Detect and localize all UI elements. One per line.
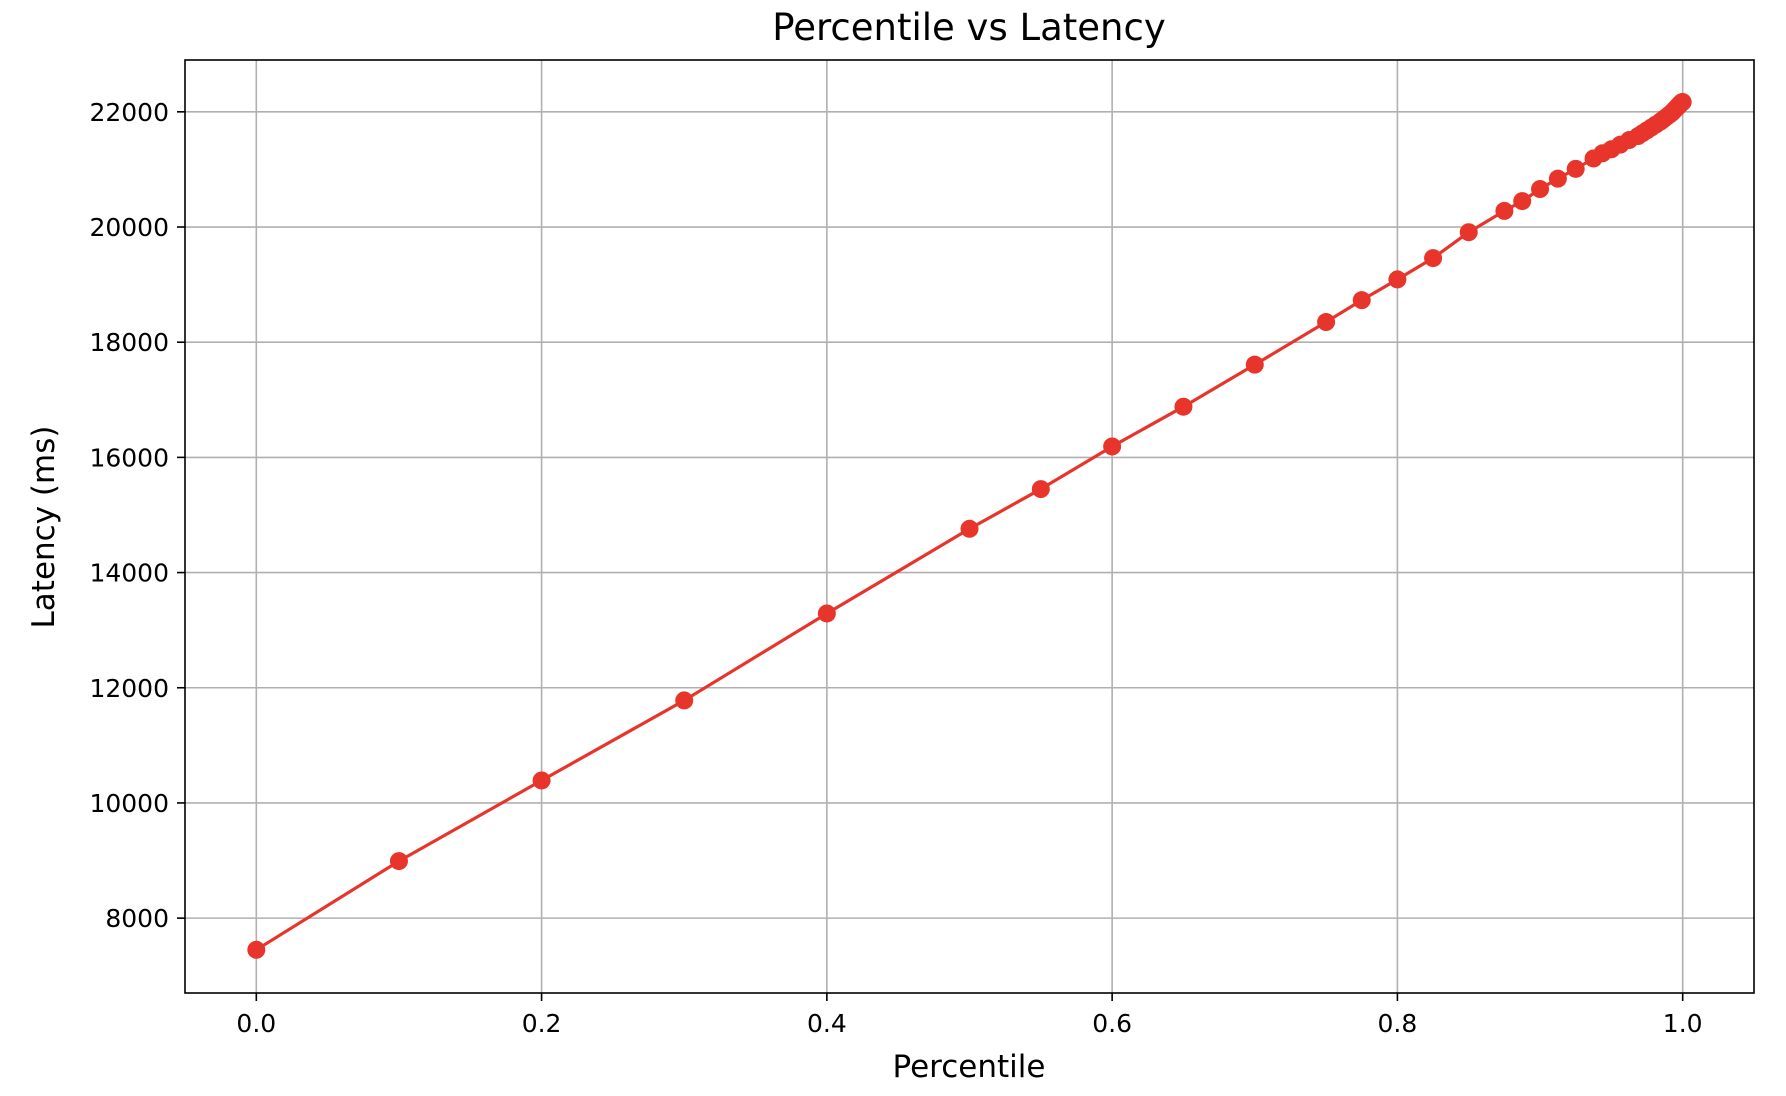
- x-tick-label: 0.0: [236, 1009, 276, 1038]
- y-axis-label: Latency (ms): [26, 426, 62, 629]
- data-point: [1566, 159, 1585, 178]
- data-point: [1459, 223, 1478, 242]
- y-tick-label: 14000: [89, 559, 169, 588]
- x-axis: 0.0 0.2 0.4 0.6 0.8 1.0: [236, 993, 1703, 1038]
- y-axis: 8000 10000 12000 14000 16000 18000 20000 22000: [89, 98, 185, 933]
- x-tick-label: 0.6: [1092, 1009, 1132, 1038]
- data-point: [1031, 480, 1050, 499]
- data-point: [1317, 313, 1336, 332]
- data-point: [1673, 93, 1692, 112]
- data-point: [1424, 249, 1443, 268]
- data-point: [1352, 291, 1371, 310]
- data-point: [1531, 180, 1550, 199]
- y-tick-label: 8000: [105, 904, 169, 933]
- data-point: [960, 519, 979, 538]
- data-point: [675, 691, 694, 710]
- y-tick-label: 12000: [89, 674, 169, 703]
- y-tick-label: 10000: [89, 789, 169, 818]
- grid-lines: [185, 60, 1754, 993]
- data-point: [1245, 355, 1264, 374]
- x-tick-label: 1.0: [1663, 1009, 1703, 1038]
- data-point: [532, 771, 551, 790]
- data-point: [1495, 201, 1514, 220]
- data-point: [1548, 169, 1567, 188]
- y-tick-label: 22000: [89, 98, 169, 127]
- data-point: [1388, 270, 1407, 289]
- y-tick-label: 18000: [89, 328, 169, 357]
- data-point: [1513, 192, 1532, 211]
- x-axis-label: Percentile: [893, 1049, 1046, 1085]
- x-tick-label: 0.8: [1378, 1009, 1418, 1038]
- x-tick-label: 0.4: [807, 1009, 847, 1038]
- x-tick-label: 0.2: [522, 1009, 562, 1038]
- data-point: [247, 940, 266, 959]
- data-point: [1174, 397, 1193, 416]
- data-point: [389, 852, 408, 871]
- data-point: [1103, 437, 1122, 456]
- y-tick-label: 16000: [89, 443, 169, 472]
- series-layer: [247, 93, 1692, 959]
- data-point: [817, 604, 836, 623]
- plot-frame: [184, 59, 1755, 994]
- y-tick-label: 20000: [89, 213, 169, 242]
- chart-title: Percentile vs Latency: [772, 6, 1166, 49]
